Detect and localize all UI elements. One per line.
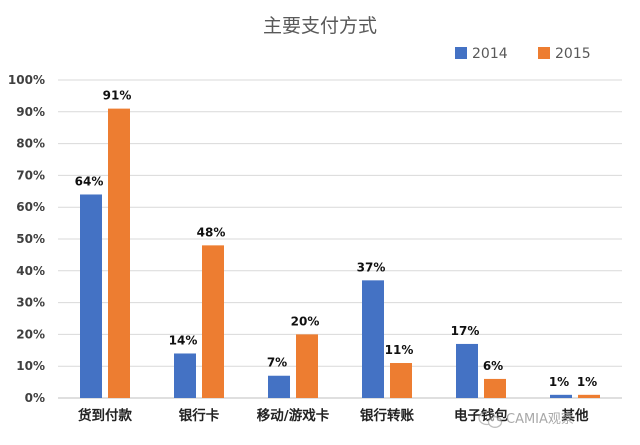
data-labels: 64% 91% 14% 48% 7% 20% 37% 11% 17% 6% 1% 1% [75,89,598,389]
ytick-label: 30% [16,296,45,310]
wechat-icon [478,410,503,428]
data-label-2015-1: 48% [197,225,226,239]
y-axis-ticks: 0% 10% 20% 30% 40% 50% 60% 70% 80% 90% 100% [8,73,45,405]
data-label-2014-4: 17% [451,324,480,338]
data-label-2015-2: 20% [291,314,320,328]
ytick-label: 40% [16,264,45,278]
bar-2014-2 [268,375,290,398]
bar-2015-3 [390,363,412,398]
ytick-label: 70% [16,168,45,182]
legend: 2014 2015 [455,46,591,62]
ytick-label: 100% [8,73,45,87]
ytick-label: 20% [16,327,45,341]
chart-title: 主要支付方式 [263,15,377,37]
bar-2014-4 [456,343,478,398]
legend-label-2015: 2015 [555,46,591,62]
data-label-2015-4: 6% [483,359,503,373]
bar-2014-3 [362,280,384,398]
legend-swatch-2015 [538,47,550,59]
ytick-label: 10% [16,359,45,373]
watermark: CAMIA观察 [478,410,574,428]
data-label-2014-1: 14% [169,333,198,347]
bars [80,108,600,399]
watermark-text: CAMIA观察 [506,412,574,427]
data-label-2015-0: 91% [103,89,132,103]
legend-swatch-2014 [455,47,467,59]
data-label-2015-3: 11% [385,343,414,357]
data-label-2014-2: 7% [267,356,287,370]
bar-2015-0 [108,108,130,399]
category-label: 移动/游戏卡 [257,407,330,424]
data-label-2014-3: 37% [357,260,386,274]
bar-2014-5 [550,394,572,398]
ytick-label: 60% [16,200,45,214]
legend-label-2014: 2014 [472,46,508,62]
bar-2015-2 [296,334,318,398]
category-label: 其他 [562,407,590,424]
bar-2014-0 [80,194,102,398]
ytick-label: 50% [16,232,45,246]
ytick-label: 80% [16,137,45,151]
ytick-label: 0% [25,391,45,405]
bar-2015-5 [578,394,600,398]
data-label-2015-5: 1% [577,375,597,389]
data-label-2014-0: 64% [75,174,104,188]
data-label-2014-5: 1% [549,375,569,389]
category-label: 银行转账 [360,407,414,424]
bar-2014-1 [174,353,196,398]
bar-2015-1 [202,245,224,398]
category-label: 银行卡 [179,407,220,424]
category-label: 货到付款 [77,407,132,424]
gridlines [58,79,622,399]
ytick-label: 90% [16,105,45,119]
bar-2015-4 [484,378,506,398]
